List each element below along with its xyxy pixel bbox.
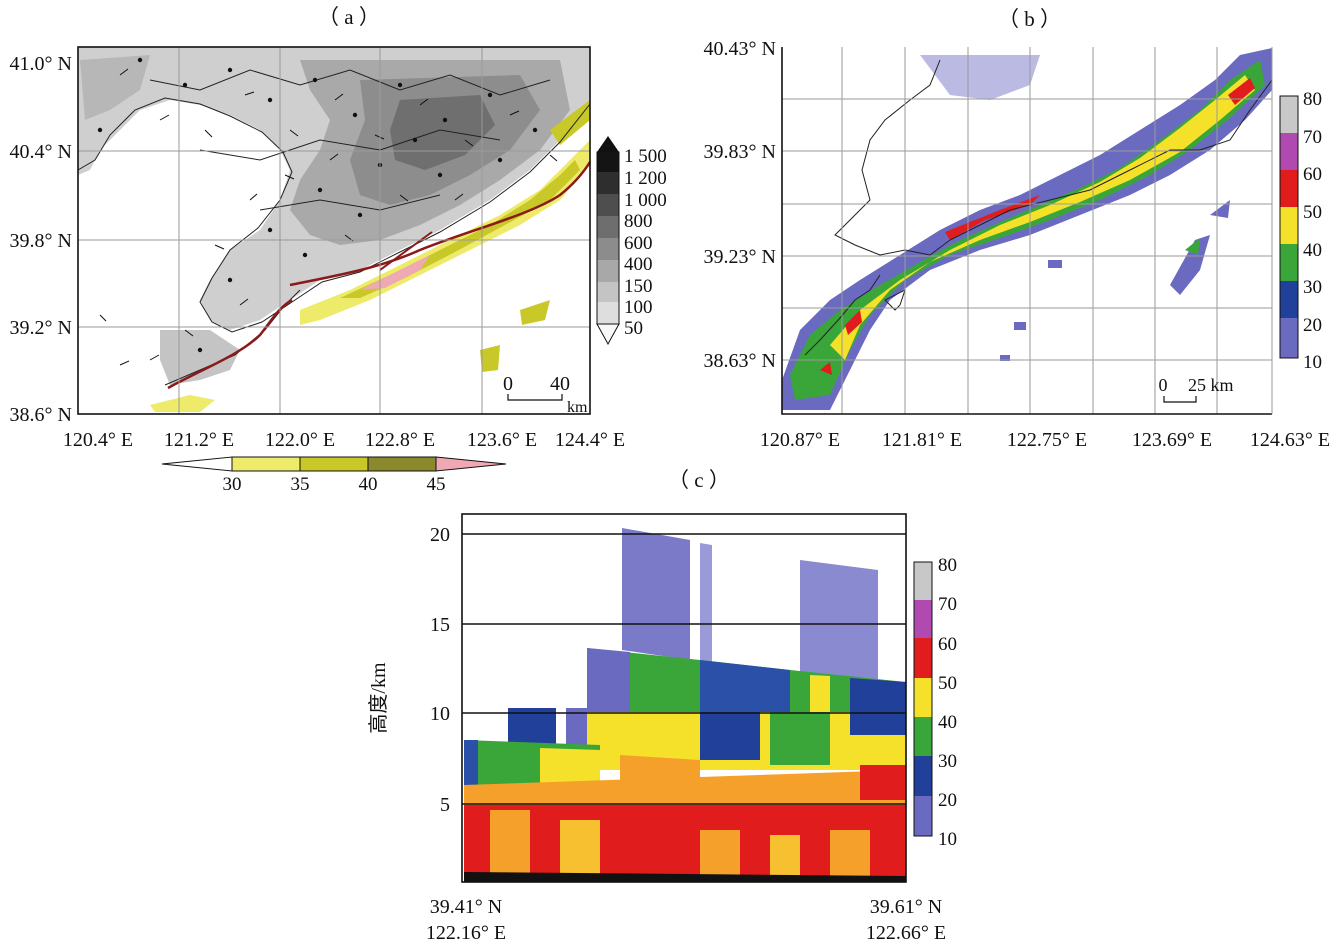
svg-text:10: 10 <box>938 829 957 850</box>
svg-text:20: 20 <box>938 790 957 811</box>
lat-tick: 38.6° N <box>10 404 72 426</box>
svg-text:50: 50 <box>1303 202 1322 223</box>
svg-text:35: 35 <box>291 474 310 495</box>
svg-text:10: 10 <box>430 703 450 725</box>
lon-tick: 122.8° E <box>365 429 435 451</box>
svg-text:1 200: 1 200 <box>624 168 667 189</box>
svg-text:800: 800 <box>624 211 653 232</box>
svg-text:600: 600 <box>624 233 653 254</box>
panel-a: （ a ） <box>10 5 667 495</box>
svg-text:1 500: 1 500 <box>624 146 667 167</box>
shading-colorbar: 30 35 40 45 <box>161 456 507 495</box>
station-dots <box>97 57 538 353</box>
svg-text:122.75° E: 122.75° E <box>1007 429 1087 451</box>
svg-text:39.83° N: 39.83° N <box>704 141 776 163</box>
panel-c-gridlines <box>462 533 906 805</box>
lat-tick: 40.4° N <box>10 141 72 163</box>
svg-text:70: 70 <box>938 594 957 615</box>
svg-text:39.41° N: 39.41° N <box>430 896 502 918</box>
terrain-colorbar: 1 500 1 200 1 000 800 600 400 150 100 50 <box>596 136 667 346</box>
panel-b-scale-bar: 0 25 km <box>1159 375 1234 403</box>
svg-text:121.81° E: 121.81° E <box>882 429 962 451</box>
svg-text:60: 60 <box>1303 164 1322 185</box>
svg-text:80: 80 <box>938 555 957 576</box>
panel-c-ylabel: 高度/km <box>367 662 390 734</box>
svg-text:20: 20 <box>1303 315 1322 336</box>
svg-text:0: 0 <box>503 373 513 395</box>
svg-text:39.23° N: 39.23° N <box>704 246 776 268</box>
panel-a-lat-ticks: 41.0° N 40.4° N 39.8° N 39.2° N 38.6° N <box>10 53 72 426</box>
svg-text:40: 40 <box>1303 240 1322 261</box>
svg-text:45: 45 <box>427 474 446 495</box>
svg-text:km: km <box>567 399 588 416</box>
svg-text:30: 30 <box>938 751 957 772</box>
panel-c-colorbar: 80 70 60 50 40 30 20 10 <box>913 555 957 850</box>
lon-tick: 120.4° E <box>63 429 133 451</box>
precip-band <box>150 100 590 412</box>
svg-text:39.61° N: 39.61° N <box>870 896 942 918</box>
svg-text:123.69° E: 123.69° E <box>1132 429 1212 451</box>
svg-text:400: 400 <box>624 254 653 275</box>
panel-b-lat-ticks: 40.43° N 39.83° N 39.23° N 38.63° N <box>704 38 776 372</box>
lat-tick: 39.8° N <box>10 230 72 252</box>
svg-text:124.63° E: 124.63° E <box>1250 429 1330 451</box>
panel-a-frame <box>77 46 591 415</box>
svg-text:50: 50 <box>624 318 643 339</box>
svg-text:80: 80 <box>1303 89 1322 110</box>
panel-c-label: （ c ） <box>668 468 730 492</box>
svg-text:10: 10 <box>1303 352 1322 373</box>
svg-text:120.87° E: 120.87° E <box>760 429 840 451</box>
svg-text:122.16° E: 122.16° E <box>426 922 506 944</box>
lon-tick: 124.4° E <box>555 429 625 451</box>
svg-text:5: 5 <box>440 794 450 816</box>
panel-a-lon-ticks: 120.4° E 121.2° E 122.0° E 122.8° E 123.… <box>63 429 625 451</box>
svg-text:30: 30 <box>1303 277 1322 298</box>
svg-text:0: 0 <box>1159 375 1168 395</box>
svg-text:100: 100 <box>624 297 653 318</box>
svg-text:40: 40 <box>550 373 570 395</box>
lat-tick: 41.0° N <box>10 53 72 75</box>
svg-text:30: 30 <box>223 474 242 495</box>
cross-section <box>464 528 906 882</box>
panel-c-frame <box>461 513 907 883</box>
panel-b-label: （ b ） <box>998 7 1061 31</box>
panel-b-lon-ticks: 120.87° E 121.81° E 122.75° E 123.69° E … <box>760 429 1330 451</box>
panel-a-grid <box>78 47 590 414</box>
svg-text:1 000: 1 000 <box>624 190 667 211</box>
panel-a-scale-bar: 0 40 km <box>503 373 588 416</box>
svg-text:40.43° N: 40.43° N <box>704 38 776 60</box>
svg-text:40: 40 <box>938 712 957 733</box>
svg-text:40: 40 <box>359 474 378 495</box>
panel-b-grid <box>782 47 1272 414</box>
wind-barbs <box>99 68 558 366</box>
svg-text:50: 50 <box>938 673 957 694</box>
panel-b-axes <box>781 47 1272 415</box>
radar-echo <box>782 48 1272 410</box>
svg-text:38.63° N: 38.63° N <box>704 350 776 372</box>
panel-b-colorbar: 80 70 60 50 40 30 20 10 <box>1279 89 1322 373</box>
svg-text:25 km: 25 km <box>1188 375 1234 395</box>
lon-tick: 122.0° E <box>265 429 335 451</box>
svg-text:20: 20 <box>430 524 450 546</box>
lon-tick: 121.2° E <box>164 429 234 451</box>
svg-text:15: 15 <box>430 614 450 636</box>
svg-text:122.66° E: 122.66° E <box>866 922 946 944</box>
svg-text:60: 60 <box>938 634 957 655</box>
svg-text:150: 150 <box>624 276 653 297</box>
panel-b: （ b ） <box>704 7 1331 451</box>
panel-c-y-ticks: 20 15 10 5 <box>430 524 450 816</box>
panel-a-label: （ a ） <box>318 5 380 29</box>
panel-c: （ c ） <box>367 468 957 944</box>
lat-tick: 39.2° N <box>10 317 72 339</box>
panel-c-x-ticks: 39.41° N 122.16° E 39.61° N 122.66° E <box>426 896 946 944</box>
lon-tick: 123.6° E <box>467 429 537 451</box>
svg-text:70: 70 <box>1303 127 1322 148</box>
